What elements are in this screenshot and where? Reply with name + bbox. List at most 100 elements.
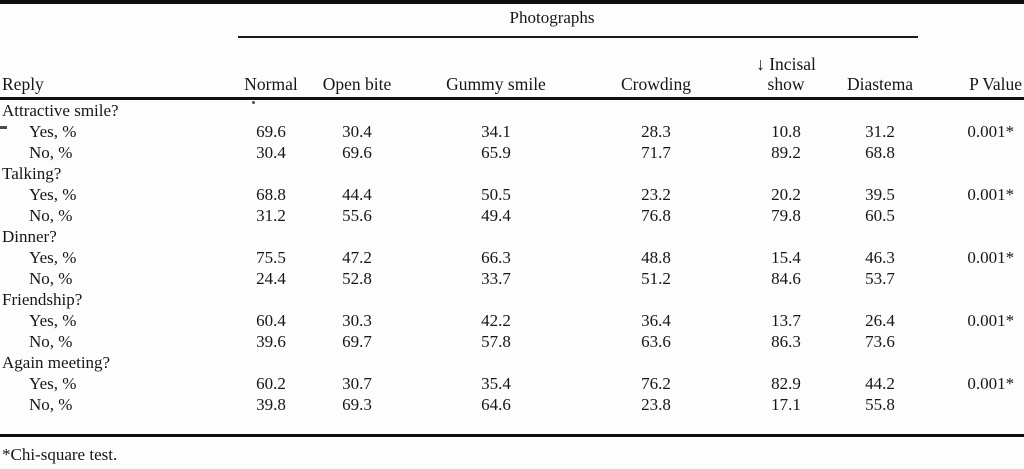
table-row: No, % 30.4 69.6 65.9 71.7 89.2 68.8 xyxy=(0,142,1024,163)
value-cell: 23.2 xyxy=(641,185,671,204)
p-value-cell xyxy=(918,205,1024,226)
value-cell: 51.2 xyxy=(641,269,671,288)
value-cell: 50.5 xyxy=(481,185,511,204)
table-row: No, % 31.2 55.6 49.4 76.8 79.8 60.5 xyxy=(0,205,1024,226)
spanner-label: Photographs xyxy=(509,8,595,27)
row-label: No, % xyxy=(29,206,73,225)
table-body: Attractive smile? Yes, % 69.6 30.4 34.1 28.3 1… xyxy=(0,99,1024,436)
value-cell: 44.4 xyxy=(342,185,372,204)
p-value-cell: 0.001* xyxy=(967,311,1015,330)
value-cell: 84.6 xyxy=(771,269,801,288)
row-label: Yes, % xyxy=(29,122,77,141)
table-row: No, % 39.8 69.3 64.6 23.8 17.1 55.8 xyxy=(0,394,1024,415)
value-cell: 49.4 xyxy=(481,206,511,225)
value-cell: 76.2 xyxy=(641,374,671,393)
value-cell: 69.7 xyxy=(342,332,372,351)
spacer-row xyxy=(0,415,1024,436)
value-cell: 24.4 xyxy=(256,269,286,288)
value-cell: 65.9 xyxy=(481,143,511,162)
value-cell: 39.6 xyxy=(256,332,286,351)
group-label: Friendship? xyxy=(2,290,83,309)
p-value-cell xyxy=(918,394,1024,415)
table-footnote: *Chi-square test. xyxy=(2,445,118,464)
value-cell: 31.2 xyxy=(256,206,286,225)
value-cell: 57.8 xyxy=(481,332,511,351)
col-header-incisal-show: ↓ Incisal show xyxy=(730,37,842,100)
spanner-cell: Photographs xyxy=(238,2,919,38)
group-header-row: Dinner? xyxy=(0,226,1024,247)
spanner-left-spacer xyxy=(0,2,238,37)
value-cell: 39.8 xyxy=(256,395,286,414)
value-cell: 68.8 xyxy=(256,185,286,204)
col-header-reply: Reply xyxy=(0,37,238,100)
group-header-row: Friendship? xyxy=(0,289,1024,310)
group-label: Dinner? xyxy=(2,227,57,246)
value-cell: 55.6 xyxy=(342,206,372,225)
value-cell: 31.2 xyxy=(865,122,895,141)
value-cell: 34.1 xyxy=(481,122,511,141)
value-cell: 26.4 xyxy=(865,311,895,330)
value-cell: 55.8 xyxy=(865,395,895,414)
spanner-row: Photographs xyxy=(0,2,1024,38)
value-cell: 48.8 xyxy=(641,248,671,267)
value-cell: 79.8 xyxy=(771,206,801,225)
value-cell: 30.4 xyxy=(256,143,286,162)
column-header-row: Reply Normal Open bite Gummy smile Crowd… xyxy=(0,37,1024,100)
spanner-right-spacer xyxy=(918,2,1024,37)
value-cell: 63.6 xyxy=(641,332,671,351)
table-row: No, % 24.4 52.8 33.7 51.2 84.6 53.7 xyxy=(0,268,1024,289)
row-label: No, % xyxy=(29,269,73,288)
value-cell: 36.4 xyxy=(641,311,671,330)
value-cell: 69.6 xyxy=(342,143,372,162)
p-value-cell xyxy=(918,142,1024,163)
col-header-p-value: P Value xyxy=(918,37,1024,100)
row-label: No, % xyxy=(29,143,73,162)
group-header-row: Again meeting? xyxy=(0,352,1024,373)
value-cell: 46.3 xyxy=(865,248,895,267)
group-label: Talking? xyxy=(2,164,62,183)
table-row: Yes, % 75.5 47.2 66.3 48.8 15.4 46.3 0.001* xyxy=(0,247,1024,268)
row-label: Yes, % xyxy=(29,374,77,393)
col-header-diastema: Diastema xyxy=(842,37,919,100)
row-label: Yes, % xyxy=(29,311,77,330)
value-cell: 13.7 xyxy=(771,311,801,330)
scan-artifact-dash xyxy=(0,126,7,129)
group-header-row: Talking? xyxy=(0,163,1024,184)
table-row: Yes, % 60.2 30.7 35.4 76.2 82.9 44.2 0.001* xyxy=(0,373,1024,394)
incisal-show-label: show xyxy=(767,74,805,94)
value-cell: 17.1 xyxy=(771,395,801,414)
value-cell: 89.2 xyxy=(771,143,801,162)
table-row: Yes, % 69.6 30.4 34.1 28.3 10.8 31.2 0.001* xyxy=(0,121,1024,142)
p-value-cell: 0.001* xyxy=(967,122,1015,141)
value-cell: 42.2 xyxy=(481,311,511,330)
p-value-cell xyxy=(918,331,1024,352)
value-cell: 30.7 xyxy=(342,374,372,393)
col-header-gummy-smile: Gummy smile xyxy=(410,37,582,100)
p-value-cell: 0.001* xyxy=(967,374,1015,393)
value-cell: 15.4 xyxy=(771,248,801,267)
incisal-arrow-label: ↓ Incisal xyxy=(756,54,816,74)
p-value-cell: 0.001* xyxy=(967,248,1015,267)
value-cell: 39.5 xyxy=(865,185,895,204)
row-label: No, % xyxy=(29,395,73,414)
value-cell: 23.8 xyxy=(641,395,671,414)
value-cell: 75.5 xyxy=(256,248,286,267)
row-label: No, % xyxy=(29,332,73,351)
value-cell: 60.2 xyxy=(256,374,286,393)
value-cell: 82.9 xyxy=(771,374,801,393)
results-table: Photographs Reply Normal Open bite Gummy… xyxy=(0,0,1024,437)
value-cell: 60.5 xyxy=(865,206,895,225)
value-cell: 53.7 xyxy=(865,269,895,288)
value-cell: 60.4 xyxy=(256,311,286,330)
value-cell: 64.6 xyxy=(481,395,511,414)
value-cell: 47.2 xyxy=(342,248,372,267)
value-cell: 68.8 xyxy=(865,143,895,162)
value-cell: 71.7 xyxy=(641,143,671,162)
col-header-crowding: Crowding xyxy=(582,37,730,100)
value-cell: 66.3 xyxy=(481,248,511,267)
col-header-open-bite: Open bite xyxy=(304,37,410,100)
table-row: No, % 39.6 69.7 57.8 63.6 86.3 73.6 xyxy=(0,331,1024,352)
table-row: Yes, % 68.8 44.4 50.5 23.2 20.2 39.5 0.001* xyxy=(0,184,1024,205)
scan-artifact-dot xyxy=(252,101,255,104)
